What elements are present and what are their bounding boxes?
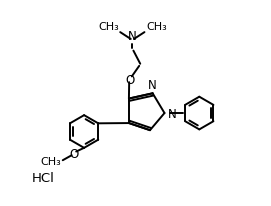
Text: N: N [148, 78, 157, 91]
Text: HCl: HCl [31, 171, 54, 184]
Text: N: N [168, 107, 177, 120]
Text: O: O [69, 147, 79, 160]
Text: CH₃: CH₃ [146, 21, 167, 31]
Text: O: O [125, 74, 135, 87]
Text: CH₃: CH₃ [98, 21, 119, 31]
Text: N: N [128, 30, 137, 43]
Text: CH₃: CH₃ [41, 156, 62, 166]
